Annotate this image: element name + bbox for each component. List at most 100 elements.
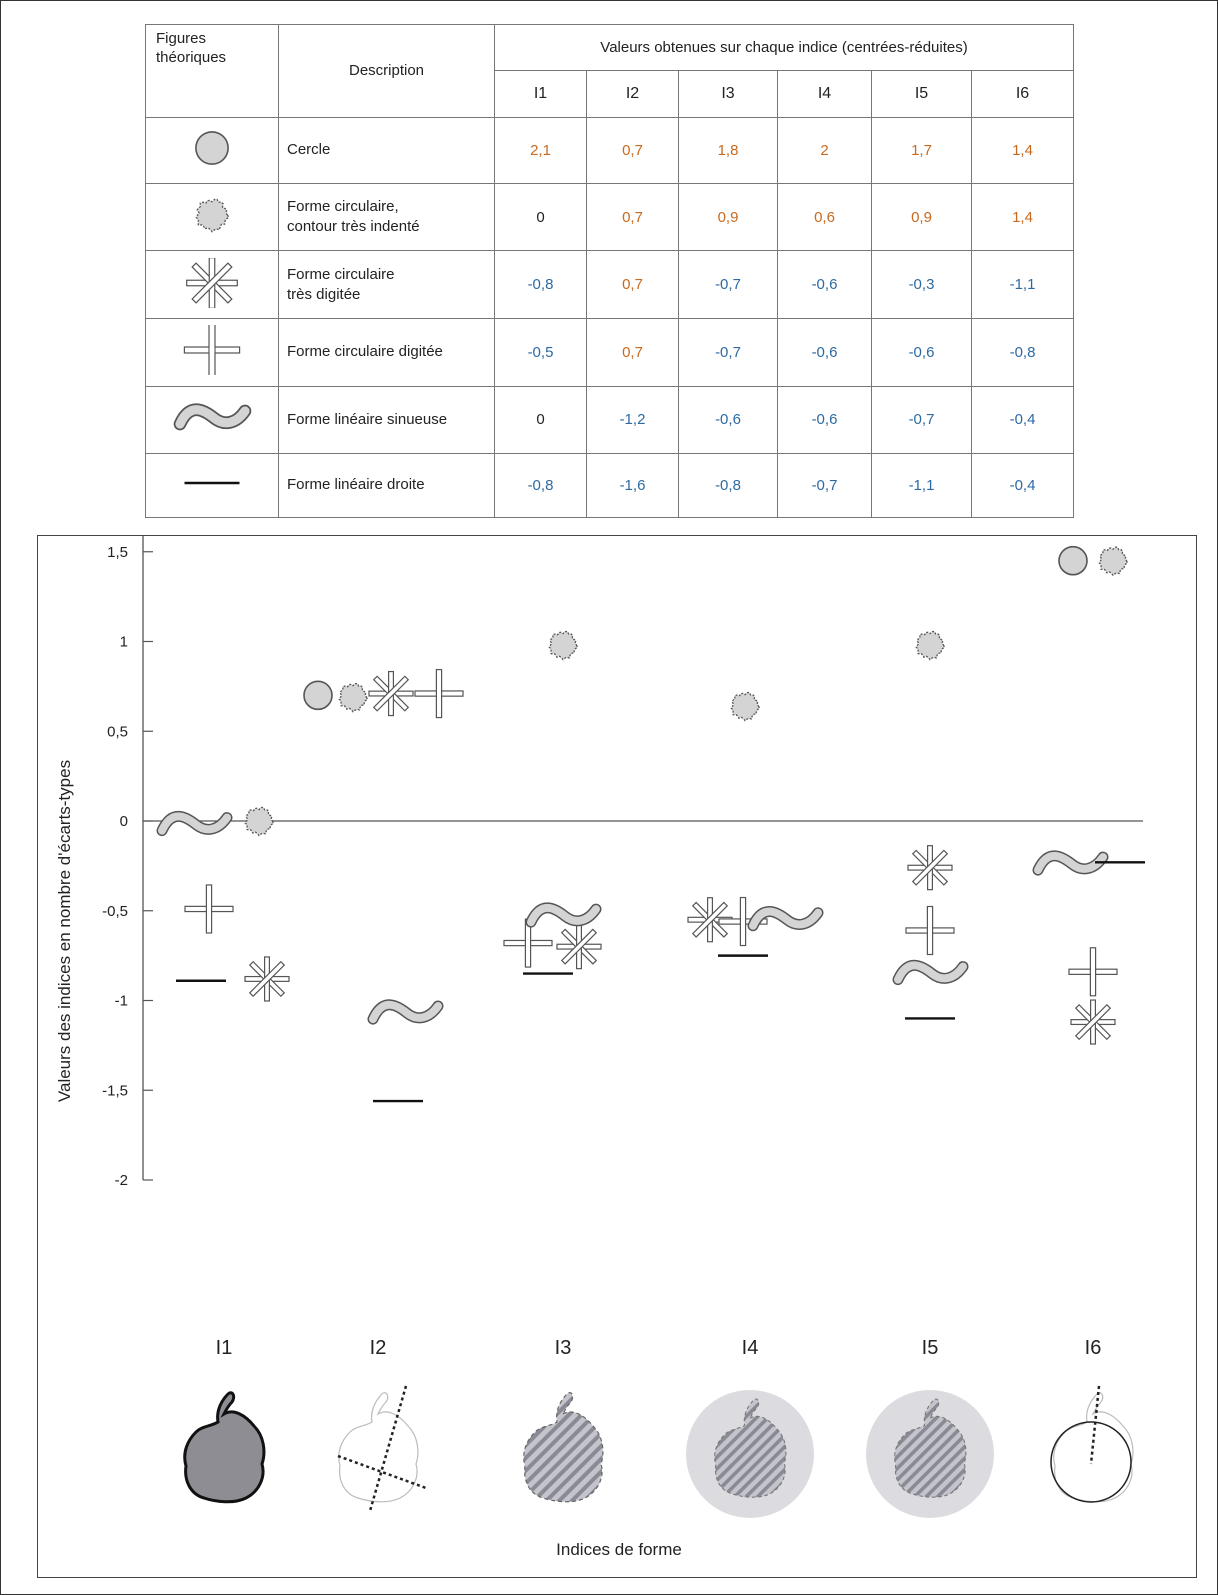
point-cross-i2	[414, 668, 464, 719]
point-indented-i4	[730, 691, 761, 722]
description-line: Forme circulaire,	[287, 198, 399, 215]
description-line: Forme linéaire sinueuse	[287, 410, 448, 428]
x-axis-label: Indices de forme	[556, 1540, 682, 1559]
table-row: Cercle 2,1 0,7 1,8 2 1,7 1,4	[145, 116, 1075, 184]
point-cross-i4	[718, 896, 768, 947]
value-cell: 1,7	[871, 116, 972, 184]
value-cell: 0,9	[678, 182, 778, 252]
value-cell: -0,8	[678, 452, 778, 519]
y-tick-label: -1	[115, 993, 128, 1010]
value-cell: 0,7	[586, 116, 679, 184]
point-star-i5	[907, 845, 953, 891]
index-header-i3: I3	[678, 69, 778, 118]
point-indented-i3	[548, 630, 579, 661]
point-star-i3	[556, 924, 602, 970]
value-cell: 2	[777, 116, 872, 184]
x-tick-label: I2	[370, 1337, 387, 1359]
index-i1-icon	[183, 1391, 266, 1504]
line-icon	[145, 452, 279, 519]
point-star-i1	[244, 956, 290, 1002]
row-description: Forme linéaire droite	[278, 452, 495, 519]
description-line: contour très indenté	[287, 218, 420, 235]
value-cell: -0,3	[871, 250, 972, 320]
value-cell: 0,9	[871, 182, 972, 252]
header-values: Valeurs obtenues sur chaque indice (cent…	[493, 24, 1075, 71]
point-star-i2	[368, 670, 414, 717]
value-cell: -1,1	[871, 452, 972, 519]
x-tick-label: I1	[216, 1337, 233, 1359]
description-line: très digitée	[287, 285, 361, 303]
x-tick-label: I3	[555, 1337, 572, 1359]
value-cell: -0,6	[777, 250, 872, 320]
table-row: Forme circulaire très digitée -0,8 0,7 -0,7-…	[145, 250, 1075, 320]
value-cell: -0,7	[678, 318, 778, 387]
row-description: Forme circulaire digitée	[278, 318, 495, 387]
value-cell: 0	[494, 182, 587, 252]
point-star-i4	[687, 897, 733, 943]
star-icon	[145, 250, 279, 320]
value-cell: -0,8	[494, 250, 587, 320]
value-cell: -0,6	[871, 318, 972, 387]
index-i4-icon	[686, 1390, 814, 1518]
y-tick-label: 0,5	[107, 723, 128, 740]
point-wave-i1	[156, 810, 233, 837]
point-circle-i2	[303, 680, 333, 711]
value-cell: -0,6	[678, 385, 778, 454]
row-description: Forme circulaire très digitée	[278, 250, 495, 320]
point-wave-i2	[367, 999, 444, 1025]
value-cell: 0,7	[586, 250, 679, 320]
table-row: Forme linéaire sinueuse 0 -1,2 -0,6 -0,6 -0,7…	[145, 385, 1075, 454]
point-wave-i5	[892, 959, 969, 986]
value-cell: -1,2	[586, 385, 679, 454]
index-i3-icon	[523, 1392, 604, 1503]
description-line: Forme circulaire digitée	[287, 343, 443, 361]
value-cell: 0,6	[777, 182, 872, 252]
y-tick-label: -0,5	[102, 903, 128, 920]
index-i2-icon	[337, 1385, 427, 1512]
description-line: Forme circulaire	[287, 265, 395, 283]
value-cell: -0,4	[970, 385, 1075, 454]
circle-icon	[145, 116, 279, 184]
point-cross-i3	[503, 918, 553, 968]
wave-icon	[145, 385, 279, 454]
y-tick-label: -1,5	[102, 1082, 128, 1099]
y-tick-label: -2	[115, 1172, 128, 1189]
value-cell: -0,7	[871, 385, 972, 454]
value-cell: -0,6	[777, 385, 872, 454]
row-description: Forme circulaire, contour très indenté	[278, 182, 495, 252]
header-description: Description	[278, 24, 495, 118]
index-header-row: I1 I2 I3 I4 I5 I6	[146, 69, 1075, 118]
indented-icon	[145, 182, 279, 252]
point-star-i6	[1070, 999, 1116, 1045]
y-axis-label: Valeurs des indices en nombre d'écarts-t…	[55, 760, 74, 1102]
value-cell: -0,7	[777, 452, 872, 519]
header-figures: Figures théoriques	[145, 24, 279, 118]
point-circle-i6	[1058, 545, 1088, 576]
shape-index-table: Figures théoriques Description Valeurs o…	[145, 24, 1075, 519]
value-cell: -0,5	[494, 318, 587, 387]
cross-icon	[145, 318, 279, 387]
point-indented-i6	[1098, 546, 1129, 577]
point-indented-i2	[338, 682, 369, 713]
value-cell: 0	[494, 385, 587, 454]
description-line: Cercle	[287, 141, 331, 159]
y-tick-label: 1,5	[107, 544, 128, 561]
index-header-i1: I1	[494, 69, 587, 118]
y-tick-label: 1	[120, 634, 128, 651]
point-cross-i6	[1068, 947, 1118, 997]
description-line: Forme linéaire droite	[287, 476, 425, 494]
value-cell: -0,7	[678, 250, 778, 320]
value-cell: -0,8	[970, 318, 1075, 387]
table-row: Forme circulaire digitée -0,5 0,7 -0,7 -0,6-…	[145, 318, 1075, 387]
value-cell: 1,4	[970, 182, 1075, 252]
index-i6-icon	[1050, 1385, 1134, 1503]
point-cross-i1	[184, 884, 234, 934]
table-row: Forme linéaire droite -0,8 -1,6 -0,8 -0,7 -1,…	[145, 452, 1075, 519]
value-cell: 1,4	[970, 116, 1075, 184]
value-cell: 0,7	[586, 318, 679, 387]
row-description: Cercle	[278, 116, 495, 184]
value-cell: -1,1	[970, 250, 1075, 320]
value-cell: 2,1	[494, 116, 587, 184]
value-cell: -0,4	[970, 452, 1075, 519]
